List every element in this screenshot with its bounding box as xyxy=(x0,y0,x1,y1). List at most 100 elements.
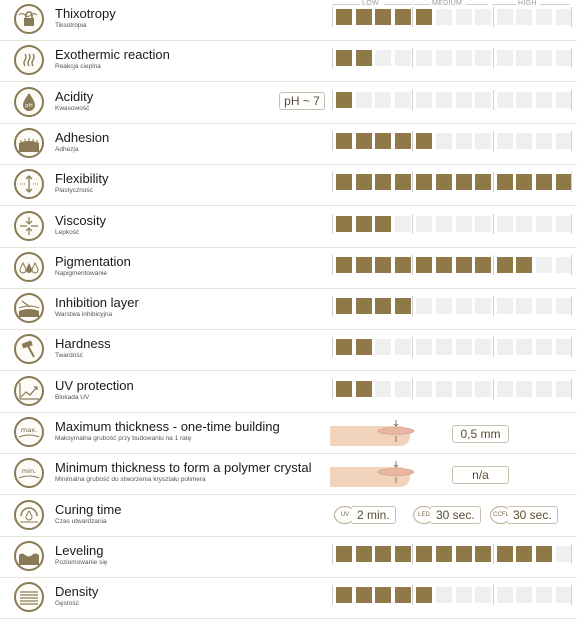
level-cell-empty xyxy=(475,215,492,232)
level-cell-empty xyxy=(536,215,552,232)
level-cell-empty xyxy=(436,91,452,108)
level-cell-empty xyxy=(516,298,533,315)
scale-divider xyxy=(571,172,572,193)
level-cell-empty xyxy=(536,256,552,273)
level-cell-filled xyxy=(394,9,411,25)
property-title: Adhesion xyxy=(55,129,110,145)
row-separator xyxy=(0,287,577,289)
scale-divider xyxy=(492,172,494,193)
level-cell-filled xyxy=(355,587,372,604)
scale-divider xyxy=(412,89,414,110)
scale-divider xyxy=(492,296,494,317)
level-cell-filled xyxy=(496,545,513,562)
scale-divider xyxy=(412,7,414,27)
svg-text:pH: pH xyxy=(25,103,33,109)
level-cell-filled xyxy=(336,91,352,108)
level-bar xyxy=(332,7,572,27)
scale-divider xyxy=(332,254,333,275)
scale-divider xyxy=(571,543,572,564)
property-title: Flexibility xyxy=(55,171,109,187)
uv-chart-icon xyxy=(14,375,44,406)
level-cell-filled xyxy=(455,545,472,562)
scale-divider xyxy=(332,172,333,193)
min-thickness-icon: min. xyxy=(14,458,44,489)
level-cell-empty xyxy=(516,339,533,356)
level-cell-empty xyxy=(555,587,572,604)
level-cell-filled xyxy=(336,50,352,67)
heat-waves-icon xyxy=(14,45,44,76)
scale-divider xyxy=(492,48,494,69)
nail-thickness-illustration xyxy=(330,416,418,448)
viscosity-icon xyxy=(14,210,44,241)
property-title: Exothermic reaction xyxy=(55,47,170,63)
level-bar xyxy=(332,378,572,399)
row-separator xyxy=(0,494,577,496)
level-cell-empty xyxy=(436,9,452,25)
level-bar xyxy=(332,254,572,275)
scale-divider xyxy=(492,585,494,606)
level-cell-empty xyxy=(536,132,552,149)
level-cell-empty xyxy=(536,9,552,25)
property-subtitle: Blokada UV xyxy=(55,393,90,401)
level-cell-empty xyxy=(394,50,411,67)
level-cell-empty xyxy=(375,380,392,397)
scale-divider xyxy=(492,254,494,275)
level-cell-empty xyxy=(516,215,533,232)
level-cell-filled xyxy=(336,298,352,315)
level-cell-empty xyxy=(516,132,533,149)
level-cell-filled xyxy=(536,174,552,191)
flex-arrows-icon xyxy=(14,169,44,200)
level-cell-filled xyxy=(336,174,352,191)
level-cell-empty xyxy=(555,256,572,273)
level-cell-empty xyxy=(436,339,452,356)
level-cell-empty xyxy=(455,587,472,604)
property-subtitle: Lepkość xyxy=(55,228,80,236)
level-cell-filled xyxy=(516,256,533,273)
level-cell-empty xyxy=(496,91,513,108)
scale-line xyxy=(384,4,412,5)
row-separator xyxy=(0,411,577,413)
level-cell-empty xyxy=(475,91,492,108)
level-cell-filled xyxy=(416,256,433,273)
level-cell-filled xyxy=(375,298,392,315)
scale-low-label: LOW xyxy=(362,0,379,7)
level-cell-filled xyxy=(336,9,352,25)
level-cell-filled xyxy=(375,256,392,273)
property-row-viscosity: Viscosity Lepkość xyxy=(0,207,577,248)
scale-divider xyxy=(492,130,494,151)
thickness-value: 0,5 mm xyxy=(452,425,509,443)
level-cell-filled xyxy=(336,545,352,562)
property-row-maxthick: max. Maximum thickness - one-time buildin… xyxy=(0,413,577,454)
property-subtitle: Poziomowanie się xyxy=(55,558,108,566)
level-cell-filled xyxy=(394,174,411,191)
level-cell-empty xyxy=(475,587,492,604)
property-title: Minimum thickness to form a polymer crys… xyxy=(55,460,312,476)
level-cell-empty xyxy=(496,339,513,356)
scale-divider xyxy=(412,254,414,275)
level-cell-empty xyxy=(394,215,411,232)
level-cell-empty xyxy=(555,339,572,356)
property-row-uv: UV protection Blokada UV xyxy=(0,372,577,413)
level-cell-filled xyxy=(416,587,433,604)
row-separator xyxy=(0,246,577,248)
level-bar xyxy=(332,585,572,606)
level-cell-empty xyxy=(475,339,492,356)
scale-high-label: HIGH xyxy=(518,0,537,7)
level-bar xyxy=(332,172,572,193)
level-cell-filled xyxy=(355,339,372,356)
scale-line xyxy=(414,4,430,5)
level-cell-filled xyxy=(496,256,513,273)
curing-value: 2 min. xyxy=(352,505,396,524)
scale-divider xyxy=(571,213,572,234)
property-title: Leveling xyxy=(55,542,104,558)
level-cell-empty xyxy=(436,215,452,232)
level-cell-filled xyxy=(394,298,411,315)
scale-divider xyxy=(332,130,333,151)
scale-divider xyxy=(571,89,572,110)
property-subtitle: Twardość xyxy=(55,352,83,360)
level-cell-filled xyxy=(555,174,572,191)
scale-divider xyxy=(332,337,333,358)
level-cell-filled xyxy=(475,174,492,191)
scale-divider xyxy=(571,254,572,275)
property-title: Curing time xyxy=(55,501,122,517)
